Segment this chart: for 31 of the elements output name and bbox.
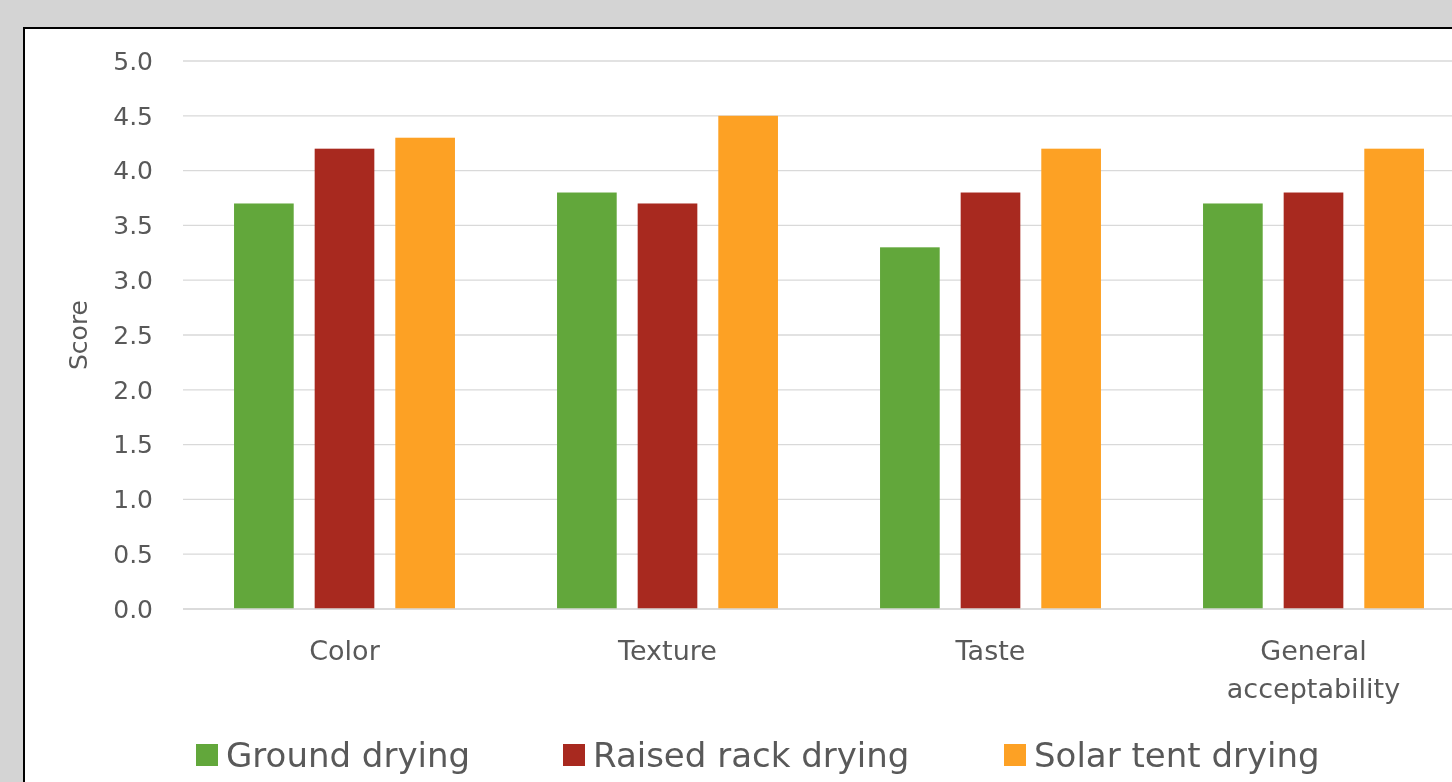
bar [960,192,1021,609]
y-tick-label: 5.0 [113,46,153,76]
x-tick-label: Color [309,635,381,666]
y-tick-label: 3.0 [113,265,153,295]
bar [1364,148,1424,609]
y-axis-title: Score [64,299,93,371]
bar [557,192,617,609]
bar [1283,192,1344,609]
x-tick-label: Texture [617,635,717,666]
y-tick-label: 3.5 [113,211,153,241]
bar [637,203,698,609]
bar [314,148,375,609]
y-tick-label: 0.0 [113,594,153,624]
y-tick-label: 1.0 [113,485,153,515]
y-tick-label: 4.0 [113,156,153,186]
x-tick-label: Taste [954,635,1026,666]
bar [234,203,294,609]
y-tick-label: 2.5 [113,320,153,350]
bar [880,247,940,609]
y-tick-label: 2.0 [113,375,153,405]
bar [1041,148,1101,609]
y-tick-label: 1.5 [113,430,153,460]
bar [718,115,778,609]
legend-label: Solar tent drying [1034,734,1320,775]
legend-label: Raised rack drying [593,734,910,775]
bar [395,137,455,609]
bar [1203,203,1263,609]
y-tick-label: 0.5 [113,539,153,569]
legend-label: Ground drying [226,734,471,775]
y-tick-label: 4.5 [113,101,153,131]
x-tick-label: General acceptability [1226,635,1401,704]
